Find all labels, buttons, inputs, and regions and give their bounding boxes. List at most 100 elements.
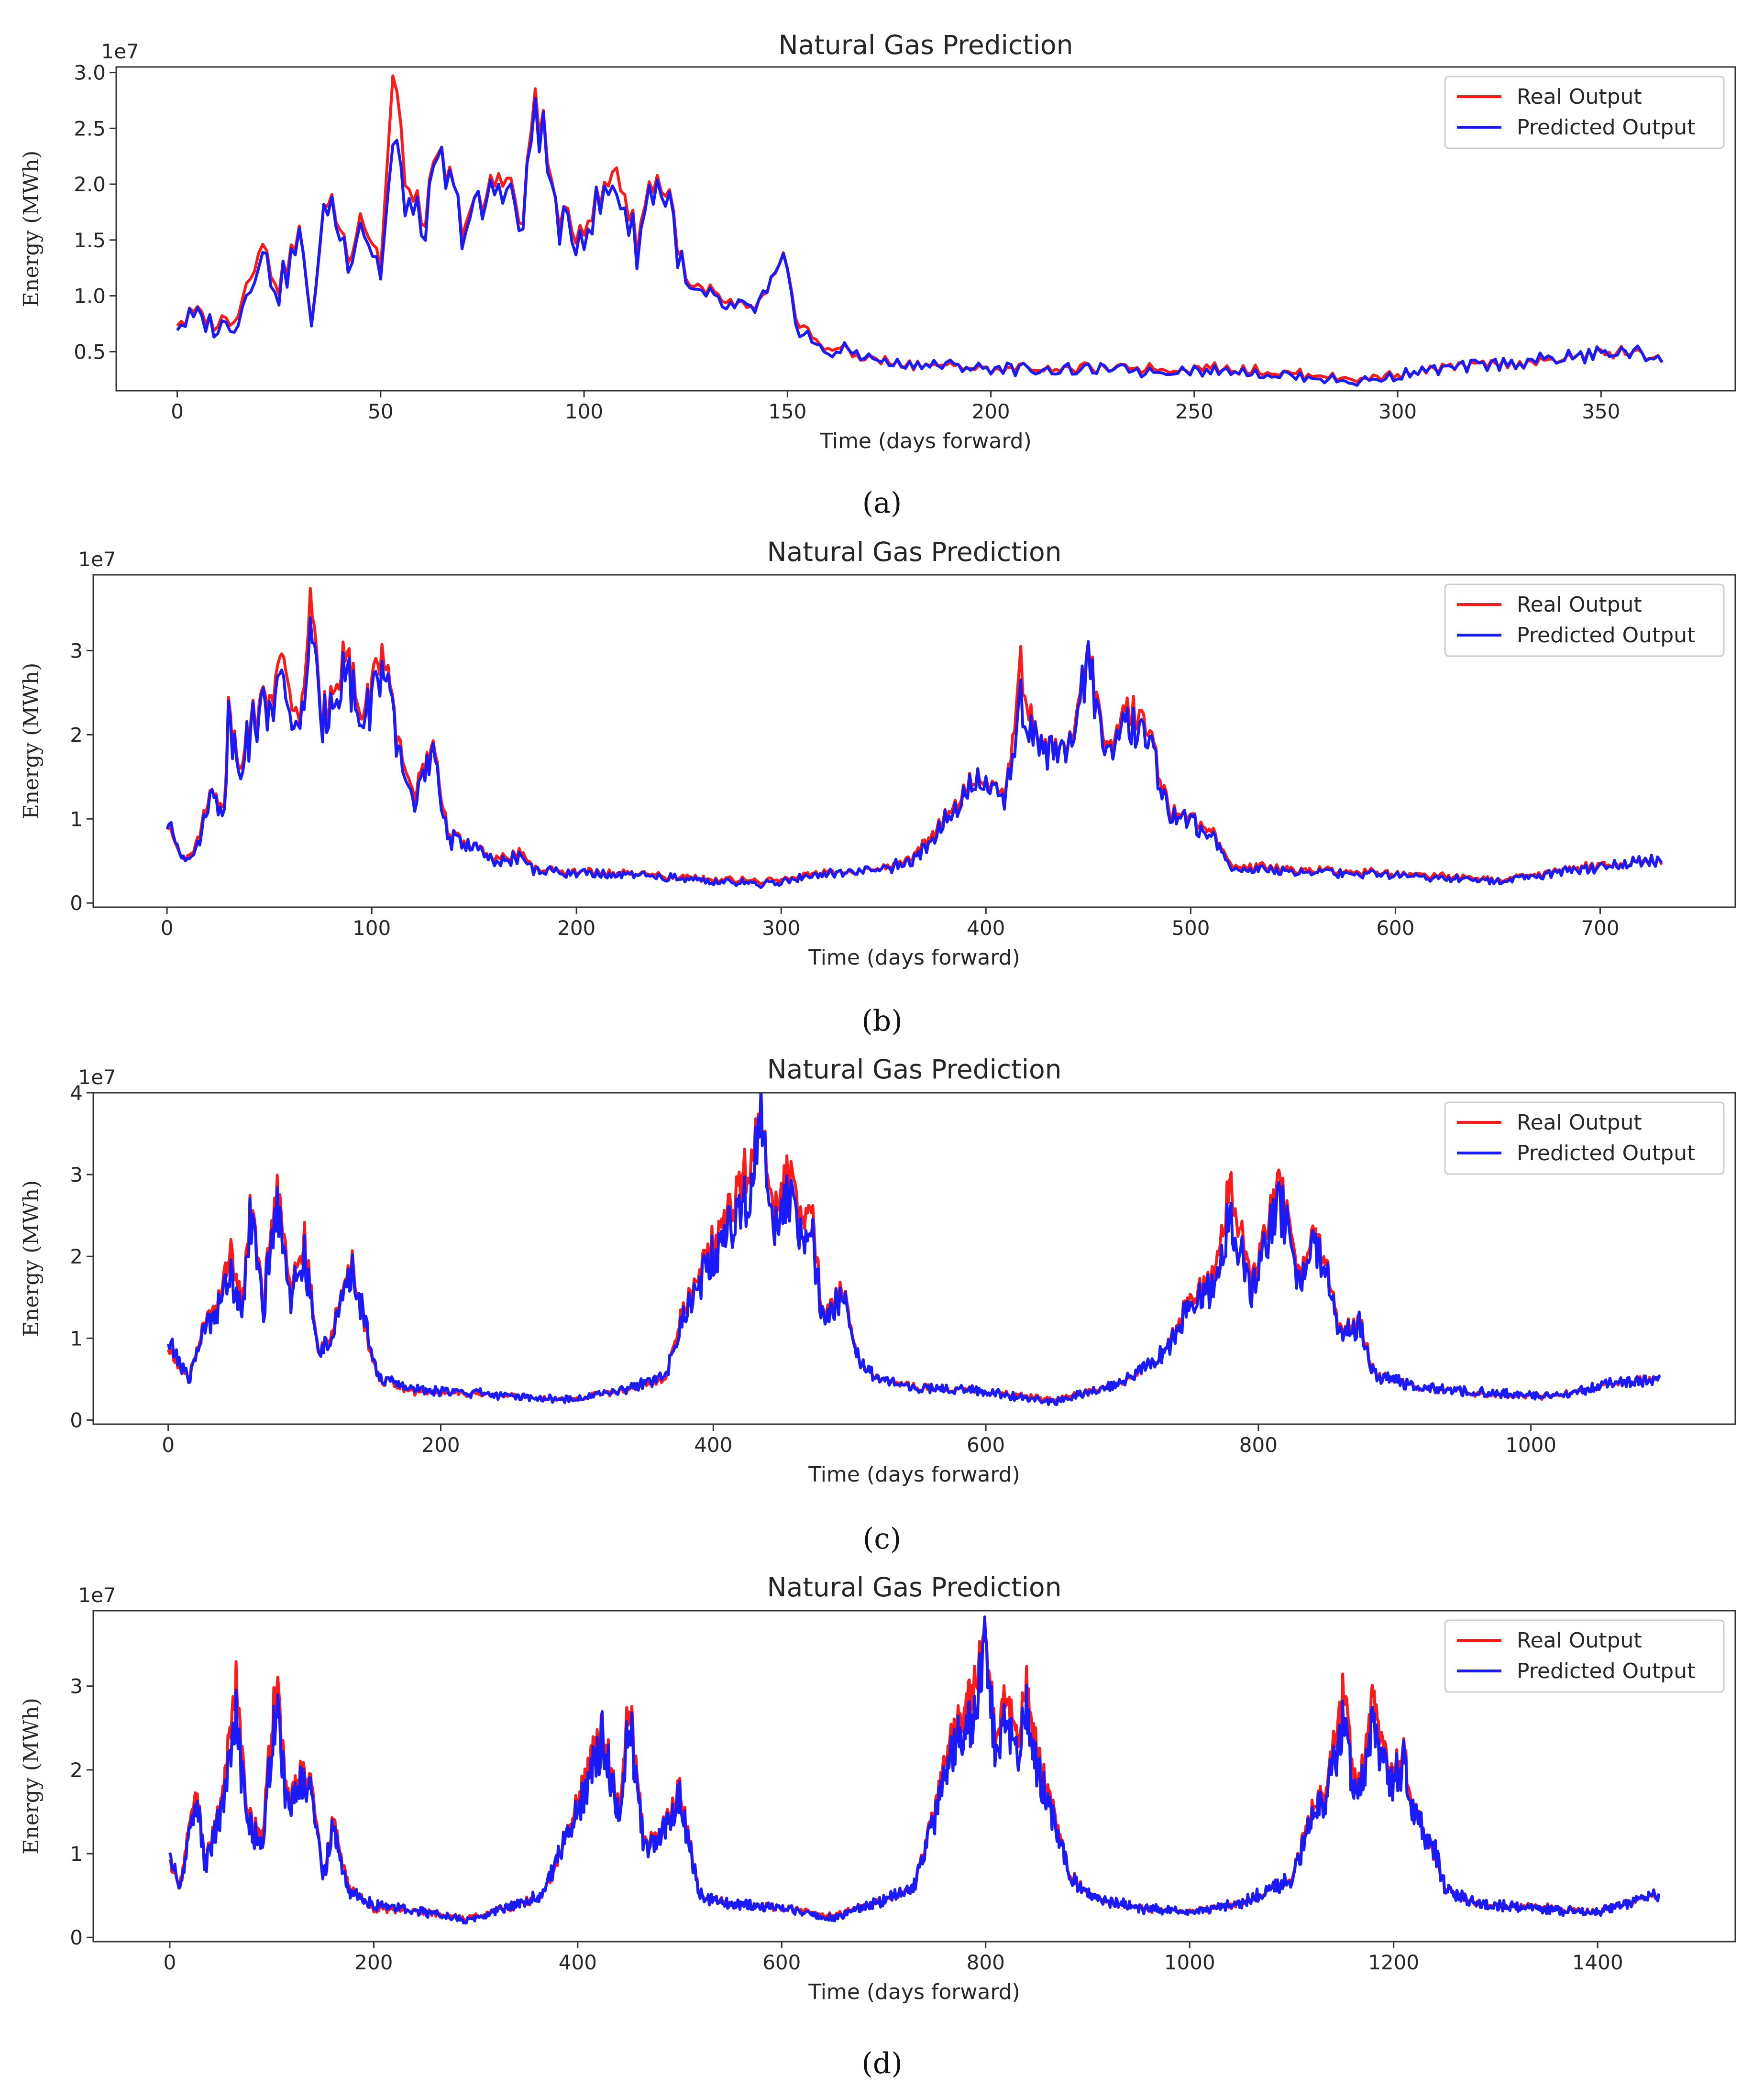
y-tick-label: 1.5 — [74, 229, 106, 252]
y-offset-label: 1e7 — [78, 548, 116, 571]
x-tick-label: 800 — [967, 1951, 1005, 1974]
legend-predicted-label: Predicted Output — [1517, 1659, 1695, 1683]
x-tick-label: 1200 — [1368, 1951, 1419, 1974]
x-tick-label: 600 — [762, 1951, 801, 1974]
x-tick-label: 300 — [1378, 400, 1417, 423]
legend-box — [1444, 76, 1725, 149]
x-tick-label: 200 — [557, 916, 595, 940]
x-axis-label: Time (days forward) — [808, 945, 1020, 970]
x-tick-label: 0 — [171, 400, 184, 423]
legend-real-label: Real Output — [1517, 1110, 1642, 1135]
x-tick-label: 1000 — [1505, 1433, 1556, 1457]
x-tick-label: 350 — [1582, 400, 1620, 423]
chart-title: Natural Gas Prediction — [778, 30, 1073, 60]
chart-title: Natural Gas Prediction — [767, 537, 1061, 567]
y-tick-label: 1.0 — [74, 285, 106, 308]
y-tick-label: 0 — [70, 891, 83, 915]
y-tick-label: 0 — [70, 1926, 83, 1949]
y-axis-label: Energy (MWh) — [19, 663, 44, 820]
x-axis-label: Time (days forward) — [808, 1462, 1020, 1487]
legend-real-label: Real Output — [1517, 1628, 1642, 1653]
y-tick-label: 3 — [70, 1675, 83, 1698]
real-output-line — [168, 1617, 1661, 1922]
axes-frame — [92, 574, 1736, 908]
x-axis-label: Time (days forward) — [808, 1980, 1020, 2004]
figure-caption: (c) — [863, 1522, 901, 1556]
predicted-output-line — [165, 616, 1663, 889]
figure-caption: (b) — [861, 1004, 902, 1038]
series-group — [165, 587, 1663, 889]
y-offset-label: 1e7 — [78, 1065, 116, 1089]
y-tick-label: 2.0 — [74, 173, 106, 196]
axes-frame — [92, 1092, 1736, 1425]
legend-box — [1444, 583, 1725, 657]
legend-real-label: Real Output — [1517, 593, 1642, 617]
x-tick-label: 150 — [768, 400, 806, 423]
y-axis-label: Energy (MWh) — [19, 1180, 44, 1337]
x-tick-label: 500 — [1171, 916, 1210, 940]
axes-frame — [92, 1610, 1736, 1943]
x-tick-label: 400 — [967, 916, 1005, 940]
figure-caption: (a) — [862, 486, 902, 520]
predicted-output-line — [166, 1093, 1661, 1406]
axes-frame — [115, 66, 1736, 392]
x-tick-label: 700 — [1581, 916, 1619, 940]
y-tick-label: 0.5 — [74, 340, 106, 363]
y-tick-label: 2 — [70, 1245, 83, 1268]
x-tick-label: 200 — [354, 1951, 393, 1974]
y-axis-label: Energy (MWh) — [19, 1698, 44, 1855]
chart-title: Natural Gas Prediction — [767, 1572, 1061, 1603]
y-tick-label: 4 — [70, 1081, 83, 1105]
predicted-output-line — [168, 1615, 1661, 1925]
y-tick-label: 3 — [70, 1163, 83, 1186]
legend-box — [1444, 1619, 1725, 1693]
y-offset-label: 1e7 — [101, 40, 139, 63]
x-tick-label: 200 — [421, 1433, 460, 1457]
x-tick-label: 400 — [559, 1951, 597, 1974]
y-tick-label: 3.0 — [74, 61, 106, 85]
x-tick-label: 300 — [762, 916, 800, 940]
x-tick-label: 0 — [161, 916, 174, 940]
x-tick-label: 100 — [565, 400, 603, 423]
chart-panel-b: Natural Gas Prediction 1e7 0 100 200 300 400 50… — [19, 537, 1736, 1038]
y-tick-label: 2.5 — [74, 117, 106, 140]
x-tick-label: 0 — [164, 1951, 176, 1974]
legend-box — [1444, 1101, 1725, 1175]
series-group — [176, 74, 1664, 387]
legend-predicted-label: Predicted Output — [1517, 115, 1695, 140]
x-tick-label: 1000 — [1164, 1951, 1215, 1974]
x-tick-label: 1400 — [1572, 1951, 1623, 1974]
y-tick-label: 2 — [70, 1758, 83, 1782]
legend-real-label: Real Output — [1517, 85, 1642, 109]
x-tick-label: 400 — [694, 1433, 732, 1457]
chart-title: Natural Gas Prediction — [767, 1054, 1061, 1085]
x-axis-label: Time (days forward) — [819, 429, 1032, 453]
x-tick-label: 0 — [162, 1433, 175, 1457]
y-tick-label: 2 — [70, 723, 83, 747]
x-tick-label: 100 — [353, 916, 391, 940]
y-tick-label: 1 — [70, 1327, 83, 1350]
y-tick-label: 1 — [70, 807, 83, 831]
real-output-line — [176, 74, 1664, 383]
real-output-line — [166, 587, 1663, 886]
x-tick-label: 250 — [1175, 400, 1213, 423]
series-group — [166, 1093, 1661, 1406]
y-tick-label: 0 — [70, 1408, 83, 1432]
real-output-line — [166, 1093, 1661, 1404]
figure-caption: (d) — [861, 2047, 902, 2080]
legend-predicted-label: Predicted Output — [1517, 1141, 1695, 1165]
series-group — [168, 1615, 1661, 1925]
y-tick-label: 3 — [70, 639, 83, 662]
chart-panel-d: Natural Gas Prediction 1e7 0 200 400 600 800 10… — [19, 1572, 1736, 2080]
y-axis-label: Energy (MWh) — [19, 151, 44, 308]
predicted-output-line — [176, 97, 1664, 387]
chart-panel-a: Natural Gas Prediction 1e7 0 50 100 150 200 250… — [19, 30, 1736, 520]
legend-predicted-label: Predicted Output — [1517, 623, 1695, 648]
x-tick-label: 50 — [368, 400, 393, 423]
x-tick-label: 200 — [971, 400, 1010, 423]
y-offset-label: 1e7 — [78, 1583, 116, 1607]
x-tick-label: 800 — [1239, 1433, 1278, 1457]
x-tick-label: 600 — [967, 1433, 1005, 1457]
